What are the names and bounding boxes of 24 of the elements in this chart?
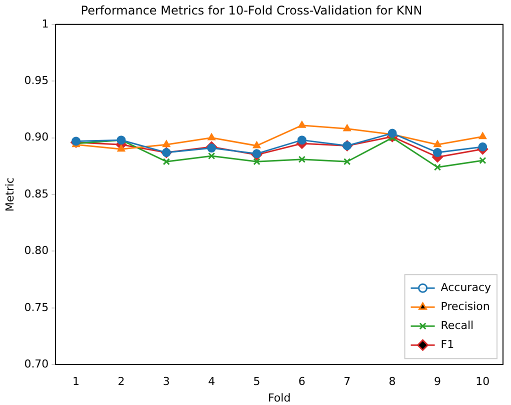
y-axis-title: Metric [3,177,16,212]
x-tick-label: 1 [72,375,80,388]
x-tick-label: 3 [162,375,170,388]
x-axis-title: Fold [268,391,291,404]
y-tick-label: 0.75 [24,300,49,314]
y-tick-label: 0.90 [24,130,49,144]
x-tick-label: 10 [476,375,490,388]
x-tick-label: 5 [253,375,260,388]
y-tick-label: 0.70 [24,357,49,370]
y-tick-label: 0.80 [24,244,49,258]
x-tick-label: 8 [388,375,396,388]
y-tick-label: 1 [42,17,49,30]
legend-label: F1 [440,338,454,351]
x-tick-label: 9 [434,375,441,388]
x-tick-label: 4 [208,375,216,388]
x-tick-label: 6 [298,375,306,388]
x-tick-label: 7 [344,375,351,388]
chart-title: Performance Metrics for 10-Fold Cross-Validation for KNN [80,3,422,18]
legend-label: Accuracy [440,280,492,294]
legend-label: Recall [440,318,474,332]
x-tick-label: 2 [118,375,125,388]
y-tick-label: 0.95 [24,74,49,87]
y-tick-label: 0.85 [24,187,49,200]
legend-label: Precision [440,300,490,313]
